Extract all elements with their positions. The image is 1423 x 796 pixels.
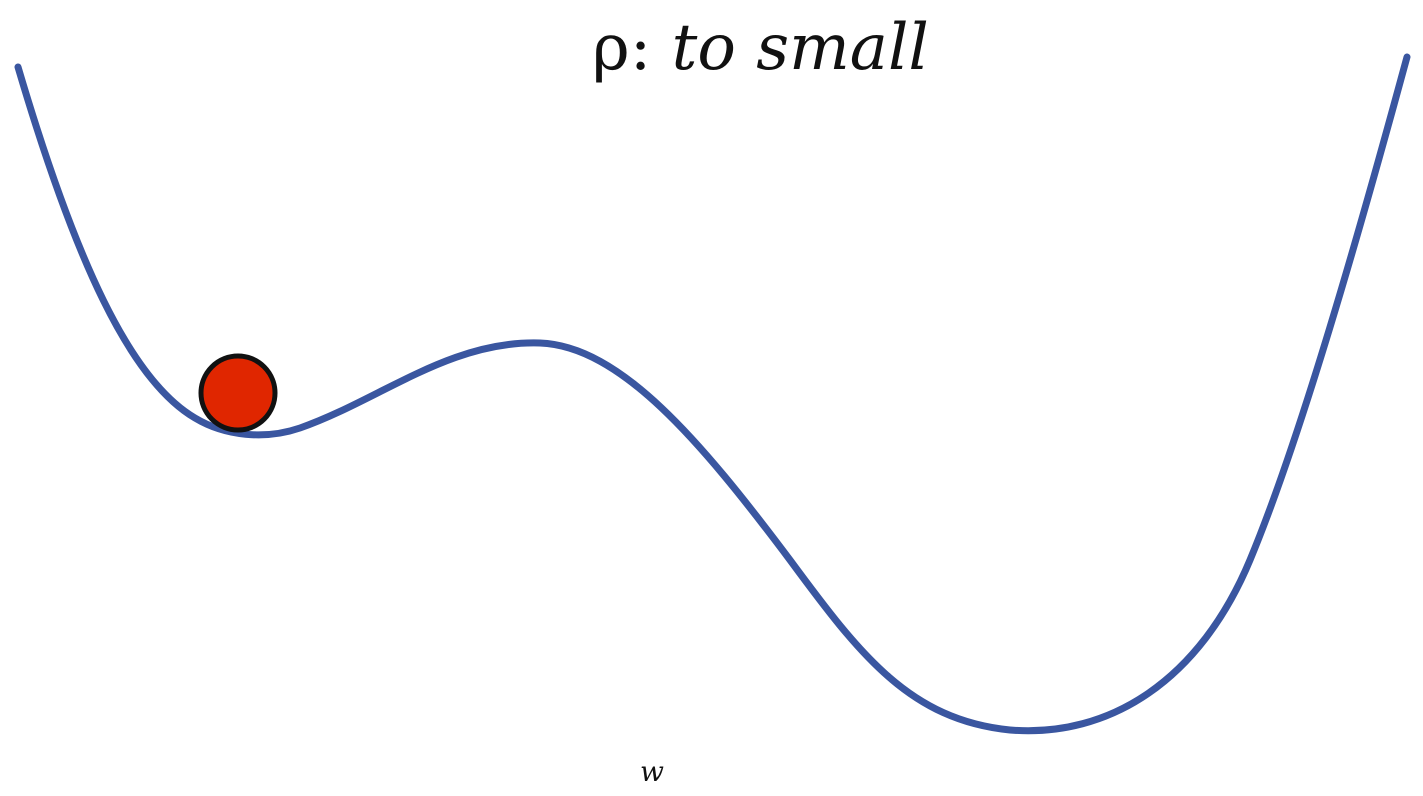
title-text: to small (671, 11, 929, 85)
title-symbol: ρ: (592, 11, 652, 85)
loss-curve (14, 53, 1411, 735)
diagram-title: ρ: to small (0, 6, 1423, 90)
x-axis-label: w (640, 755, 664, 788)
ball-marker (198, 353, 278, 433)
